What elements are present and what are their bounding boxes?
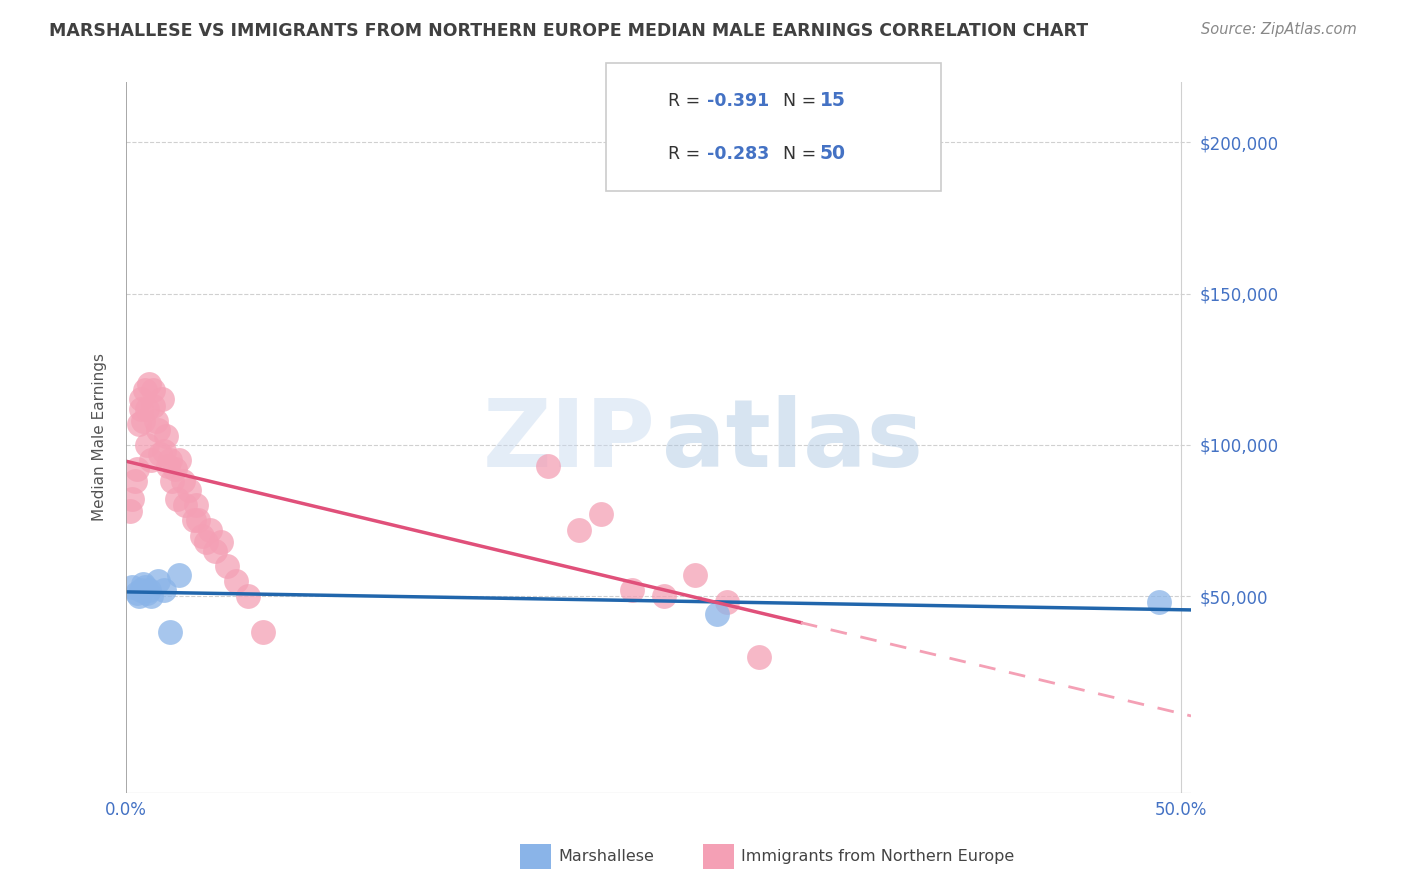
- Point: [183, 513, 205, 527]
- Point: [209, 534, 232, 549]
- Point: [134, 384, 156, 398]
- Text: -0.391: -0.391: [707, 92, 769, 110]
- Point: [125, 586, 148, 600]
- Point: [238, 589, 260, 603]
- Point: [1149, 595, 1171, 609]
- Point: [136, 438, 159, 452]
- Point: [129, 582, 152, 597]
- Point: [138, 582, 160, 597]
- Point: [204, 543, 226, 558]
- Point: [129, 401, 152, 416]
- Point: [184, 499, 207, 513]
- Point: [153, 443, 176, 458]
- Point: [706, 607, 728, 622]
- Point: [172, 474, 194, 488]
- Point: [149, 447, 172, 461]
- Text: Source: ZipAtlas.com: Source: ZipAtlas.com: [1201, 22, 1357, 37]
- Point: [159, 625, 181, 640]
- Point: [142, 399, 165, 413]
- Text: N =: N =: [783, 92, 823, 110]
- Point: [621, 582, 644, 597]
- Point: [129, 392, 152, 407]
- Text: ZIP: ZIP: [482, 395, 655, 487]
- Point: [200, 523, 222, 537]
- Y-axis label: Median Male Earnings: Median Male Earnings: [93, 353, 107, 521]
- Point: [748, 649, 770, 664]
- Point: [157, 458, 180, 473]
- Text: 15: 15: [820, 91, 845, 110]
- Point: [589, 508, 612, 522]
- Point: [124, 474, 146, 488]
- Text: R =: R =: [668, 145, 706, 162]
- Point: [132, 577, 155, 591]
- Point: [146, 423, 169, 437]
- Text: atlas: atlas: [662, 395, 922, 487]
- Point: [121, 580, 143, 594]
- Point: [145, 414, 167, 428]
- Point: [141, 589, 163, 603]
- Point: [134, 580, 156, 594]
- Point: [225, 574, 247, 588]
- Point: [132, 414, 155, 428]
- Point: [128, 589, 150, 603]
- Point: [136, 401, 159, 416]
- Text: N =: N =: [783, 145, 823, 162]
- Text: Marshallese: Marshallese: [558, 849, 654, 863]
- Point: [136, 586, 159, 600]
- Point: [716, 595, 738, 609]
- Point: [174, 499, 197, 513]
- Point: [652, 589, 675, 603]
- Point: [179, 483, 201, 498]
- Point: [163, 462, 186, 476]
- Text: MARSHALLESE VS IMMIGRANTS FROM NORTHERN EUROPE MEDIAN MALE EARNINGS CORRELATION : MARSHALLESE VS IMMIGRANTS FROM NORTHERN …: [49, 22, 1088, 40]
- Point: [121, 492, 143, 507]
- Point: [187, 513, 209, 527]
- Point: [141, 453, 163, 467]
- Point: [159, 453, 181, 467]
- Point: [150, 392, 173, 407]
- Point: [125, 462, 148, 476]
- Point: [537, 458, 560, 473]
- Point: [568, 523, 591, 537]
- Point: [195, 534, 218, 549]
- Point: [120, 504, 142, 518]
- Point: [166, 492, 188, 507]
- Point: [138, 377, 160, 392]
- Point: [685, 568, 707, 582]
- Point: [167, 453, 190, 467]
- Point: [252, 625, 274, 640]
- Point: [162, 474, 184, 488]
- Point: [191, 528, 214, 542]
- Point: [155, 429, 177, 443]
- Text: R =: R =: [668, 92, 706, 110]
- Point: [146, 574, 169, 588]
- Point: [128, 417, 150, 431]
- Point: [153, 582, 176, 597]
- Point: [217, 558, 239, 573]
- Point: [167, 568, 190, 582]
- Text: Immigrants from Northern Europe: Immigrants from Northern Europe: [741, 849, 1014, 863]
- Point: [142, 384, 165, 398]
- Text: -0.283: -0.283: [707, 145, 769, 162]
- Text: 50: 50: [820, 145, 845, 163]
